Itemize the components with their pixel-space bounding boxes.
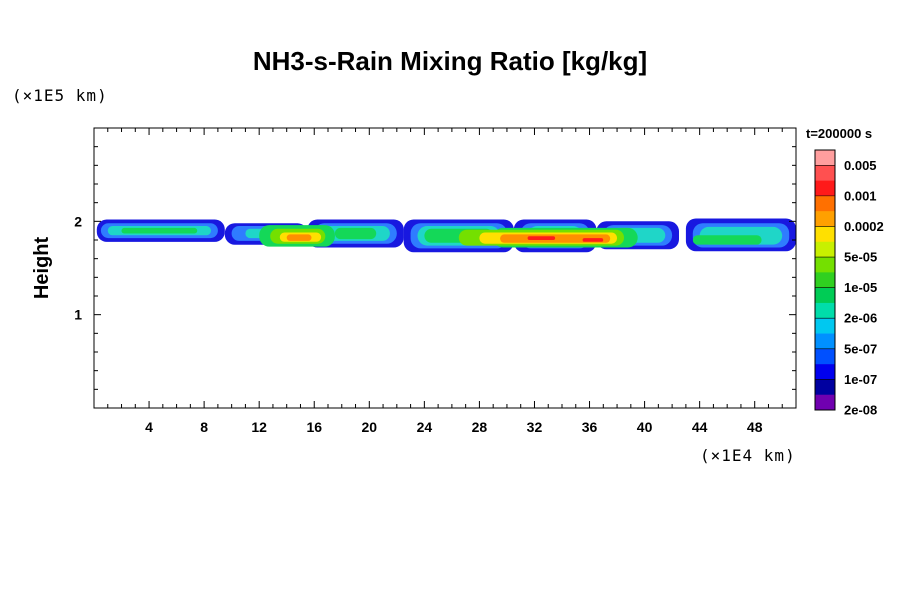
colorbar-swatch (815, 333, 835, 350)
plot-frame (93, 127, 797, 409)
x-tick-label: 4 (145, 419, 153, 435)
x-tick-label: 12 (251, 419, 267, 435)
colorbar: 0.005 0.001 0.0002 5e-05 1e-05 2e-06 5e-07 1e-0… (814, 149, 884, 418)
time-stamp: t=200000 s (806, 126, 873, 141)
colorbar-label: 5e-07 (844, 341, 877, 356)
y-axis-label: Height (31, 237, 53, 300)
y-axis: 12 (74, 146, 796, 390)
y-axis-unit: (×1E5 km) (12, 86, 108, 105)
colorbar-swatch (815, 364, 835, 380)
field-band-0.001-1 (582, 238, 604, 242)
x-tick-label: 48 (747, 419, 763, 435)
x-axis-unit: (×1E4 km) (700, 446, 796, 465)
colorbar-swatch (815, 226, 835, 243)
x-tick-label: 24 (417, 419, 433, 435)
colorbar-swatch (815, 180, 835, 197)
colorbar-swatch (815, 150, 835, 166)
colorbar-label: 0.0002 (844, 219, 884, 234)
y-tick-label: 2 (74, 213, 82, 229)
mixing-ratio-field (96, 218, 796, 253)
field-band-0.001-0 (527, 236, 556, 240)
colorbar-label: 0.005 (844, 158, 877, 173)
colorbar-swatch (815, 394, 835, 411)
colorbar-swatch (815, 241, 835, 258)
colorbar-swatch (815, 287, 835, 304)
y-tick-label: 1 (74, 307, 82, 323)
x-axis: 4 8 12 16 20 24 28 32 36 40 44 48 (107, 128, 783, 435)
x-tick-label: 36 (582, 419, 598, 435)
colorbar-label: 0.001 (844, 188, 877, 203)
x-tick-label: 32 (527, 419, 543, 435)
colorbar-swatch (815, 318, 835, 334)
colorbar-label: 5e-05 (844, 250, 877, 265)
colorbar-label: 1e-05 (844, 280, 877, 295)
colorbar-swatch (815, 302, 835, 319)
x-tick-label: 40 (637, 419, 653, 435)
colorbar-swatch (815, 272, 835, 288)
x-tick-label: 20 (362, 419, 378, 435)
field-band-2e-06-0 (121, 227, 198, 234)
colorbar-swatch (815, 379, 835, 395)
field-band-2e-06-2 (334, 227, 377, 240)
chart-title: NH3-s-Rain Mixing Ratio [kg/kg] (252, 46, 648, 76)
field-band-0.0002-1 (500, 234, 611, 243)
colorbar-label: 1e-07 (844, 372, 877, 387)
colorbar-swatch (815, 348, 835, 365)
field-band-0.0002-0 (286, 234, 312, 241)
x-tick-label: 44 (692, 419, 708, 435)
field-band-2e-06-5 (692, 235, 762, 245)
colorbar-swatch (815, 165, 835, 181)
colorbar-swatch (815, 257, 835, 273)
colorbar-swatch (815, 211, 835, 227)
colorbar-label: 2e-06 (844, 311, 877, 326)
x-tick-label: 8 (200, 419, 208, 435)
x-tick-label: 16 (306, 419, 322, 435)
x-tick-label: 28 (472, 419, 488, 435)
colorbar-swatch (815, 195, 835, 212)
colorbar-label: 2e-08 (844, 403, 877, 418)
